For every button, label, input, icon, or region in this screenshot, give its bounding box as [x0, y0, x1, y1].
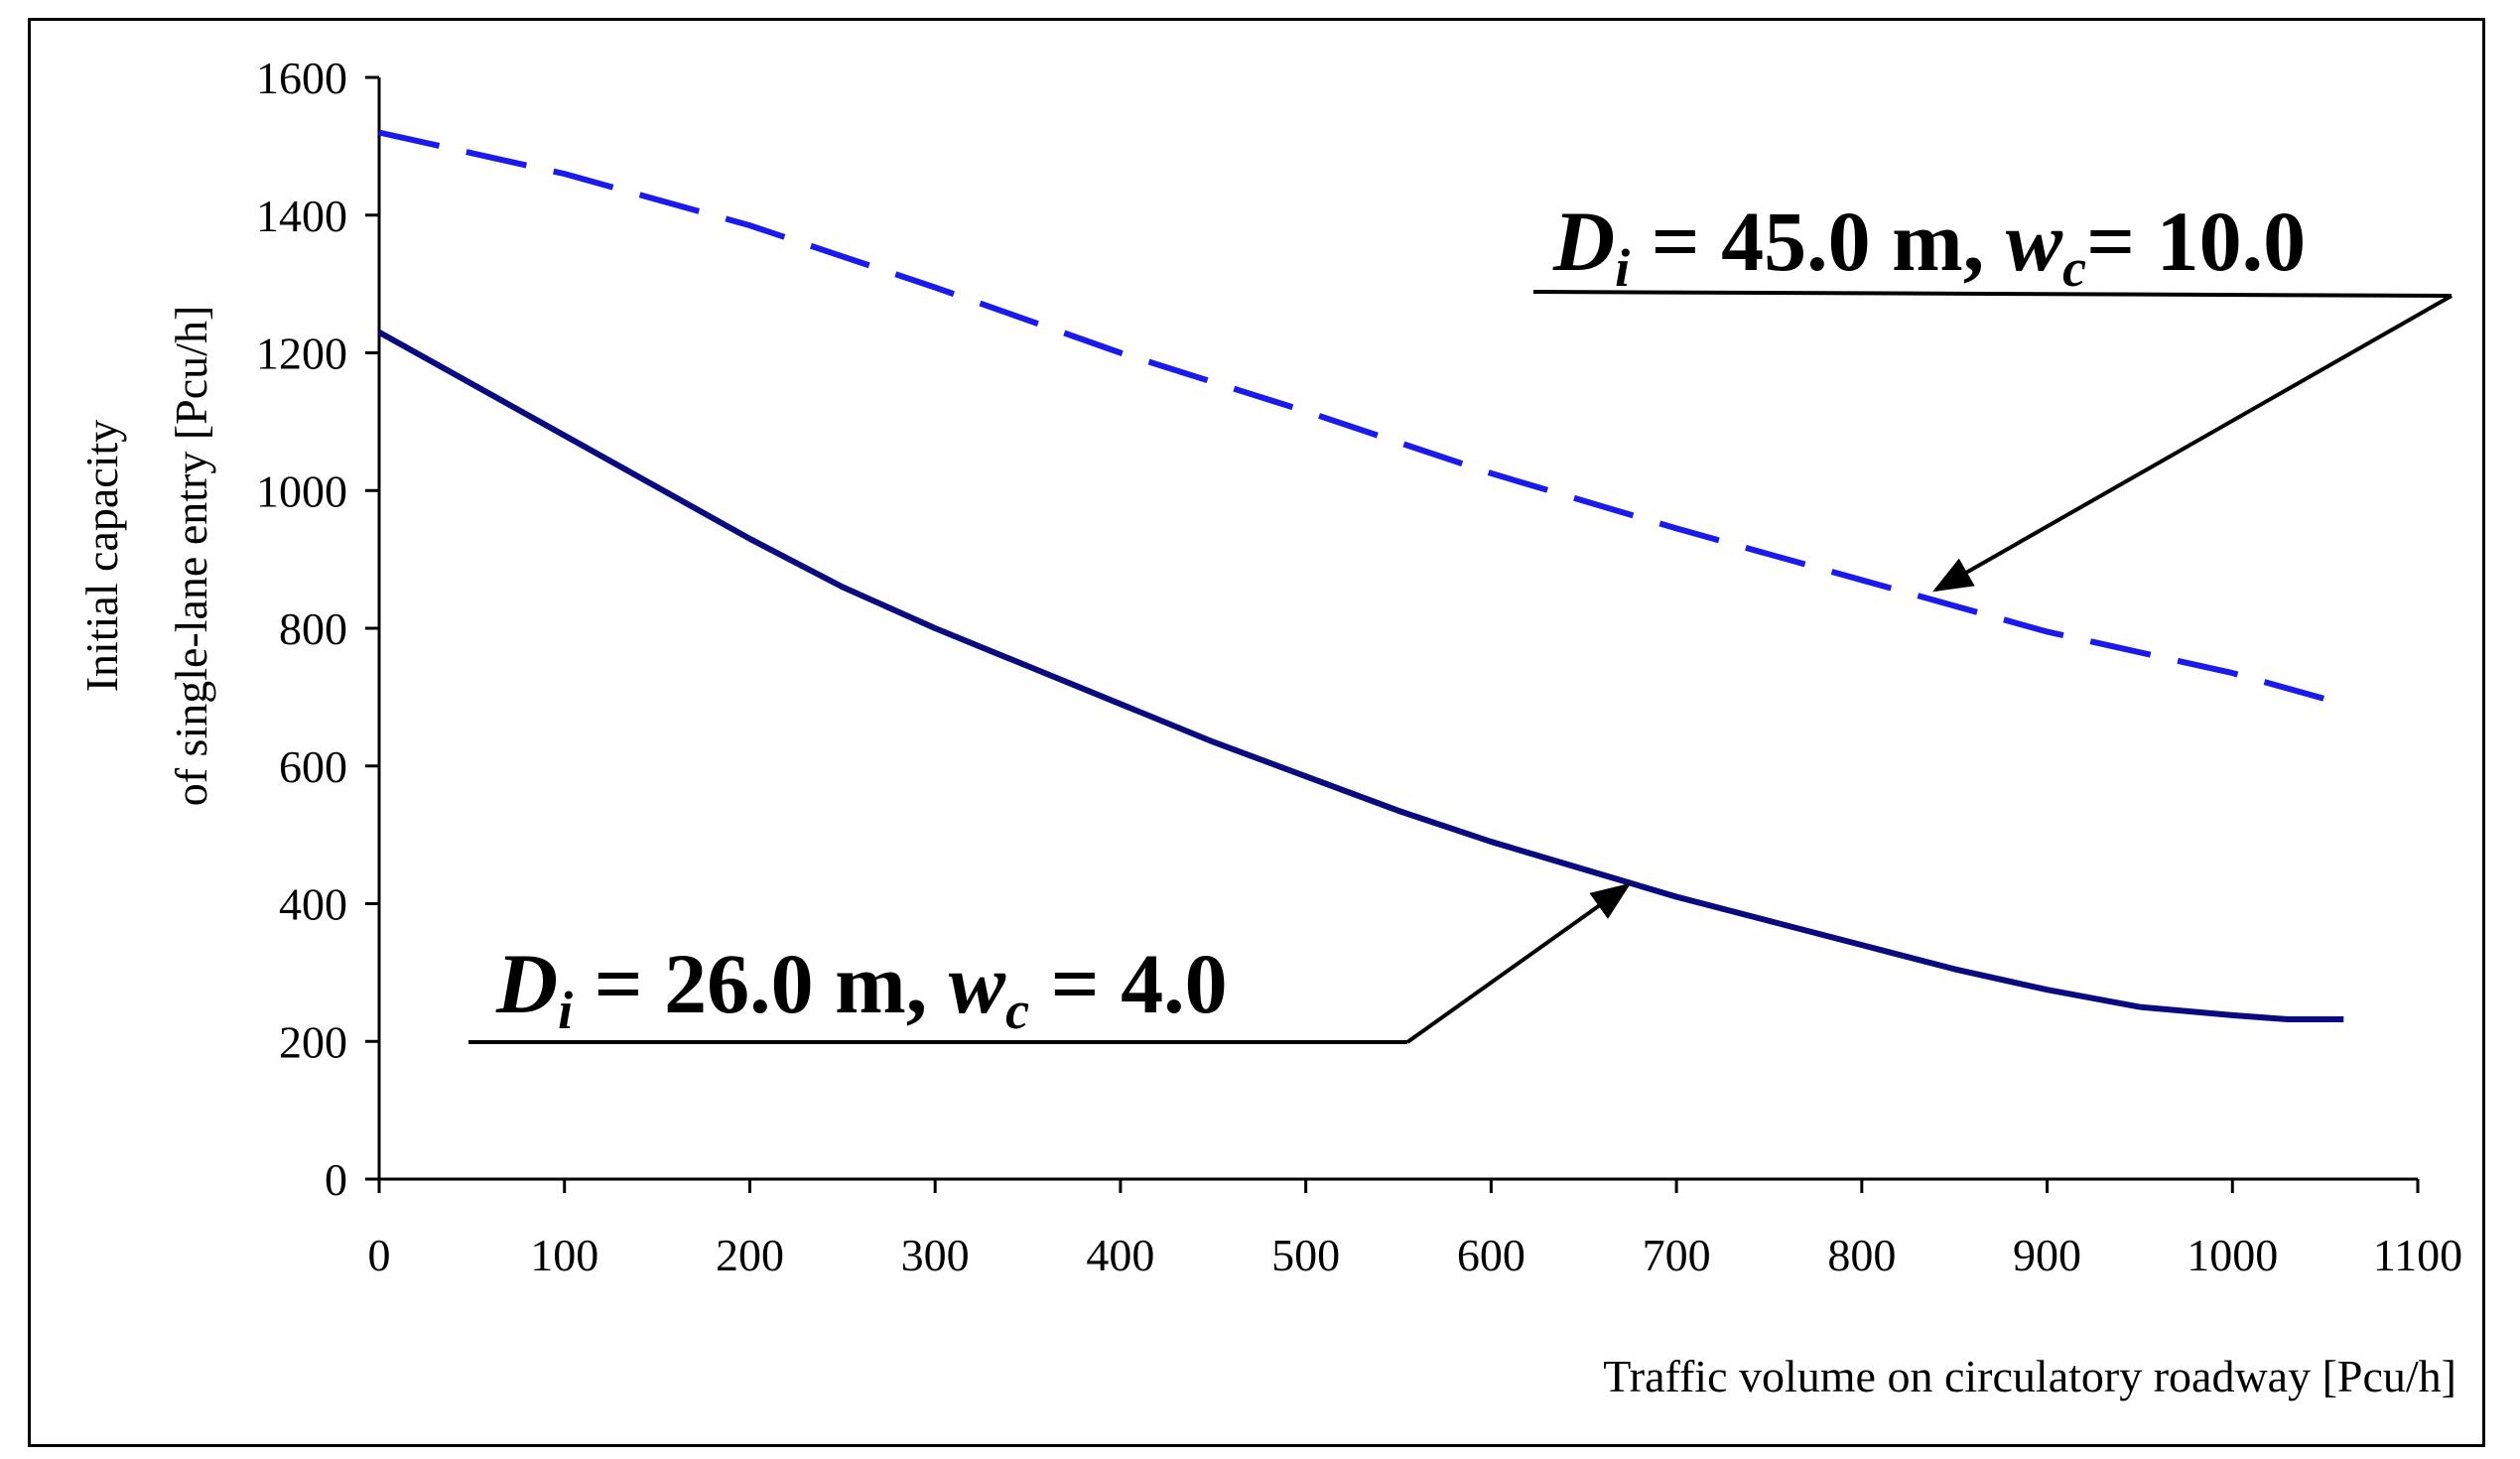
upper-anno-value-1: 45.0: [1721, 194, 1871, 289]
upper-annotation-underline: [1532, 290, 2453, 298]
upper-annotation-arrow: [1932, 294, 2453, 593]
lower-anno-main-1: D: [495, 936, 558, 1031]
x-tick-label: 500: [1271, 1230, 1340, 1280]
upper-anno-mid-1: =: [1630, 194, 1721, 289]
y-axis-title-line-2: of single-lane entry [Pcu/h]: [166, 306, 216, 807]
lower-anno-sub-2: c: [1005, 981, 1029, 1040]
axes: 0 200 400 600 800 1000 1200 1400 1600 0 100 200 300 4…: [256, 53, 2462, 1280]
x-tick-label: 800: [1827, 1230, 1896, 1280]
x-tick-label: 200: [716, 1230, 784, 1280]
lower-anno-mid-2: =: [1029, 936, 1121, 1031]
series-line-2: [377, 330, 2344, 1023]
y-tick-label: 1200: [256, 329, 347, 379]
y-axis-title-line-1: Initial capacity: [76, 420, 127, 693]
upper-anno-sub-1: i: [1615, 238, 1630, 298]
lower-anno-value-2: 4.0: [1121, 936, 1228, 1031]
lower-anno-main-2: w: [949, 936, 1006, 1031]
upper-anno-main-2: w: [2006, 194, 2063, 289]
x-tick-label: 0: [368, 1230, 391, 1280]
x-tick-label: 1000: [2187, 1230, 2278, 1280]
series-layer: [377, 129, 2345, 1023]
x-tick-label: 400: [1086, 1230, 1154, 1280]
x-tick-label: 900: [2013, 1230, 2081, 1280]
x-axis-title: Traffic volume on circulatory roadway [P…: [1603, 1351, 2456, 1401]
y-tick-label: 400: [279, 879, 347, 930]
y-tick-label: 1000: [256, 465, 347, 516]
y-tick-label: 200: [279, 1016, 347, 1067]
x-tick-label: 100: [530, 1230, 598, 1280]
y-tick-label: 1600: [256, 53, 347, 103]
lower-anno-mid-1: =: [573, 936, 664, 1031]
upper-anno-main-1: D: [1552, 194, 1615, 289]
y-tick-label: 1400: [256, 191, 347, 241]
lower-anno-sub-1: i: [558, 981, 573, 1040]
x-tick-label: 300: [901, 1230, 970, 1280]
lower-annotation-elbow: [1405, 882, 1632, 1044]
x-tick-label: 700: [1643, 1230, 1711, 1280]
y-tick-label: 800: [279, 603, 347, 654]
upper-anno-mid-2: =: [2086, 194, 2157, 289]
chart-frame: [28, 18, 2485, 1447]
y-tick-label: 600: [279, 741, 347, 792]
upper-anno-unit: m,: [1871, 194, 2006, 289]
lower-annotation-label: Di = 26.0 m, wc = 4.0: [495, 936, 1228, 1040]
x-tick-label: 1100: [2373, 1230, 2462, 1280]
y-tick-label: 0: [325, 1154, 347, 1205]
upper-anno-value-2: 10.0: [2157, 194, 2307, 289]
lower-anno-unit: m,: [814, 936, 949, 1031]
lower-anno-value-1: 26.0: [664, 936, 814, 1031]
upper-annotation-label: Di = 45.0 m, wc= 10.0: [1552, 194, 2306, 298]
x-tick-label: 600: [1457, 1230, 1525, 1280]
annotation-layer: [1932, 294, 2453, 593]
upper-anno-sub-2: c: [2062, 238, 2086, 298]
